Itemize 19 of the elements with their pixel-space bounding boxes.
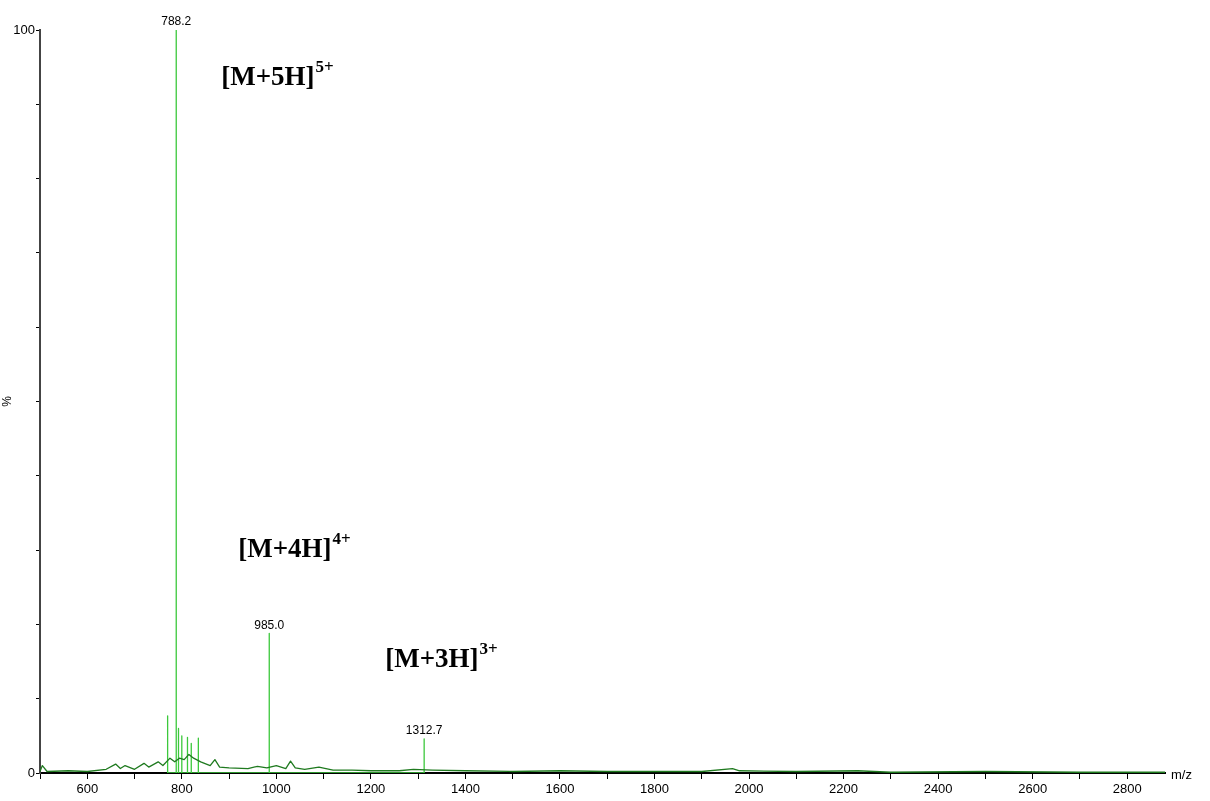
x-tick-label: 2800 (1112, 781, 1142, 797)
x-tick-label: 2400 (923, 781, 953, 797)
x-tick-label: 2000 (734, 781, 764, 797)
x-tick-label: 1400 (450, 781, 480, 797)
x-tick-label: 600 (76, 781, 99, 797)
y-tick-label: 100 (13, 21, 35, 37)
x-tick-label: 1800 (640, 781, 669, 797)
x-tick-label: 2200 (829, 781, 859, 797)
x-tick-label: 1600 (545, 781, 575, 797)
x-tick-label: 1000 (261, 781, 291, 797)
y-axis-title: % (0, 395, 14, 407)
x-tick-label: 800 (170, 781, 193, 797)
annotation: 1312.7 (405, 723, 443, 738)
annotation: 985.0 (254, 617, 285, 632)
x-tick-label: 2600 (1018, 781, 1048, 797)
y-tick-label: 0 (27, 764, 35, 780)
x-axis-title: m/z (1171, 766, 1192, 782)
x-tick-label: 1200 (356, 781, 386, 797)
annotation: 788.2 (161, 14, 192, 29)
